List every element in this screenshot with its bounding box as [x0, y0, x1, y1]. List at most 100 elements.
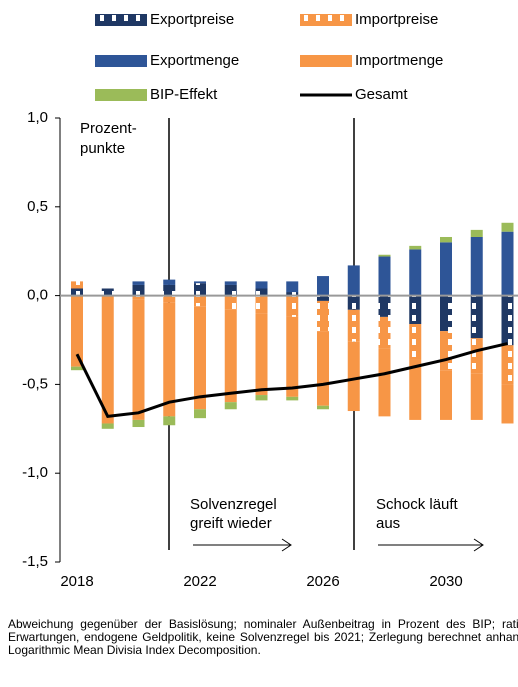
- legend-label: Gesamt: [355, 86, 408, 103]
- bar-segment: [224, 284, 237, 296]
- footnote: Abweichung gegenüber der Basislösung; no…: [8, 617, 518, 657]
- bar-segment: [71, 281, 83, 289]
- bar-segment: [501, 222, 514, 232]
- legend-label: Importpreise: [355, 11, 438, 28]
- bar-segment: [255, 288, 268, 296]
- bar-segment: [132, 419, 145, 428]
- bar-segment: [286, 396, 299, 401]
- bar-segment: [163, 279, 176, 285]
- bar-segment: [378, 316, 391, 349]
- bar-segment: [194, 283, 206, 296]
- bar-segment: [440, 236, 452, 243]
- bar-segment: [501, 231, 514, 296]
- bar-segment: [317, 276, 329, 296]
- bar-segment: [255, 295, 268, 314]
- bar-segment: [378, 295, 391, 317]
- bar-segment: [163, 295, 176, 303]
- bar-segment: [470, 229, 483, 237]
- bar-segment: [440, 242, 452, 296]
- bar-segment: [286, 316, 299, 397]
- legend-label: Exportpreise: [150, 11, 234, 28]
- bar-segment: [132, 284, 145, 296]
- x-tick-label: 2026: [306, 573, 339, 590]
- annotation: aus: [376, 515, 400, 532]
- bar-segment: [347, 341, 360, 412]
- bar-segment: [224, 309, 237, 403]
- x-tick-label: 2030: [429, 573, 462, 590]
- bar-segment: [71, 295, 83, 367]
- bar-segment: [194, 409, 206, 419]
- bar-segment: [440, 295, 452, 332]
- bar-segment: [286, 295, 299, 317]
- arrow-head: [281, 538, 292, 552]
- bar-segment: [255, 395, 268, 401]
- y-tick-label: 1,0: [27, 109, 48, 126]
- bar-segment: [71, 366, 83, 371]
- bar-segment: [132, 295, 145, 300]
- bar-segment: [347, 265, 360, 296]
- bar-segment: [440, 370, 452, 420]
- bar-segment: [317, 405, 329, 410]
- bar-segment: [163, 302, 176, 417]
- bar-segment: [470, 373, 483, 420]
- y-tick-label: 0,0: [27, 287, 48, 304]
- bar-segment: [317, 300, 329, 332]
- annotation: greift wieder: [190, 515, 272, 532]
- bar-segment: [470, 338, 483, 374]
- bar-segment: [409, 245, 422, 250]
- bar-segment: [378, 256, 391, 296]
- bar-segment: [224, 402, 237, 410]
- bar-segment: [71, 288, 83, 296]
- bar-segment: [409, 249, 422, 296]
- bar-segment: [101, 295, 114, 424]
- bar-segment: [163, 416, 176, 426]
- bar-segment: [347, 295, 360, 310]
- annotation: Schock läuft: [376, 496, 459, 513]
- bar-segment: [501, 295, 514, 346]
- bar-segment: [378, 254, 391, 257]
- bar-segment: [286, 281, 299, 293]
- legend-swatch: [95, 14, 147, 26]
- legend-swatch: [300, 14, 352, 26]
- bar-segment: [470, 295, 483, 339]
- line-series: [75, 342, 508, 418]
- bar-segment: [409, 324, 422, 360]
- bar-segment: [286, 292, 299, 296]
- y-tick-label: -1,0: [22, 464, 48, 481]
- annotation: Solvenzregel: [190, 496, 277, 513]
- bar-segment: [194, 295, 206, 307]
- x-tick-label: 2022: [183, 573, 216, 590]
- bar-segment: [501, 384, 514, 424]
- legend-swatch: [300, 55, 352, 67]
- y-tick-label: 0,5: [27, 198, 48, 215]
- y-tick-label: -1,5: [22, 553, 48, 570]
- bar-segment: [440, 331, 452, 371]
- bar-segment: [409, 295, 422, 325]
- bar-segment: [224, 281, 237, 285]
- chart: -1,5 -1,0 -0,5 0,0 0,5 1,0 Prozent-punkte Solve…: [22, 11, 518, 590]
- legend-label: Importmenge: [355, 52, 443, 69]
- bar-segment: [101, 423, 114, 429]
- x-tick-label: 2018: [60, 573, 93, 590]
- unit-label: punkte: [80, 140, 125, 157]
- bar-segment: [501, 345, 514, 385]
- bar-segment: [132, 299, 145, 420]
- bar-segment: [255, 281, 268, 289]
- bar-segment: [163, 284, 176, 296]
- legend-swatch: [95, 55, 147, 67]
- bar-segment: [347, 309, 360, 342]
- bar-segment: [101, 288, 114, 296]
- bar-segment: [194, 306, 206, 410]
- legend-swatch: [95, 89, 147, 101]
- arrow-head: [473, 538, 484, 552]
- bar-segment: [378, 348, 391, 417]
- y-tick-label: -0,5: [22, 375, 48, 392]
- legend-label: BIP-Effekt: [150, 86, 218, 103]
- bar-segment: [224, 295, 237, 310]
- bar-segment: [317, 295, 329, 301]
- bar-segment: [409, 359, 422, 420]
- bar-segment: [470, 236, 483, 296]
- unit-label: Prozent-: [80, 120, 137, 137]
- bar-segment: [132, 281, 145, 285]
